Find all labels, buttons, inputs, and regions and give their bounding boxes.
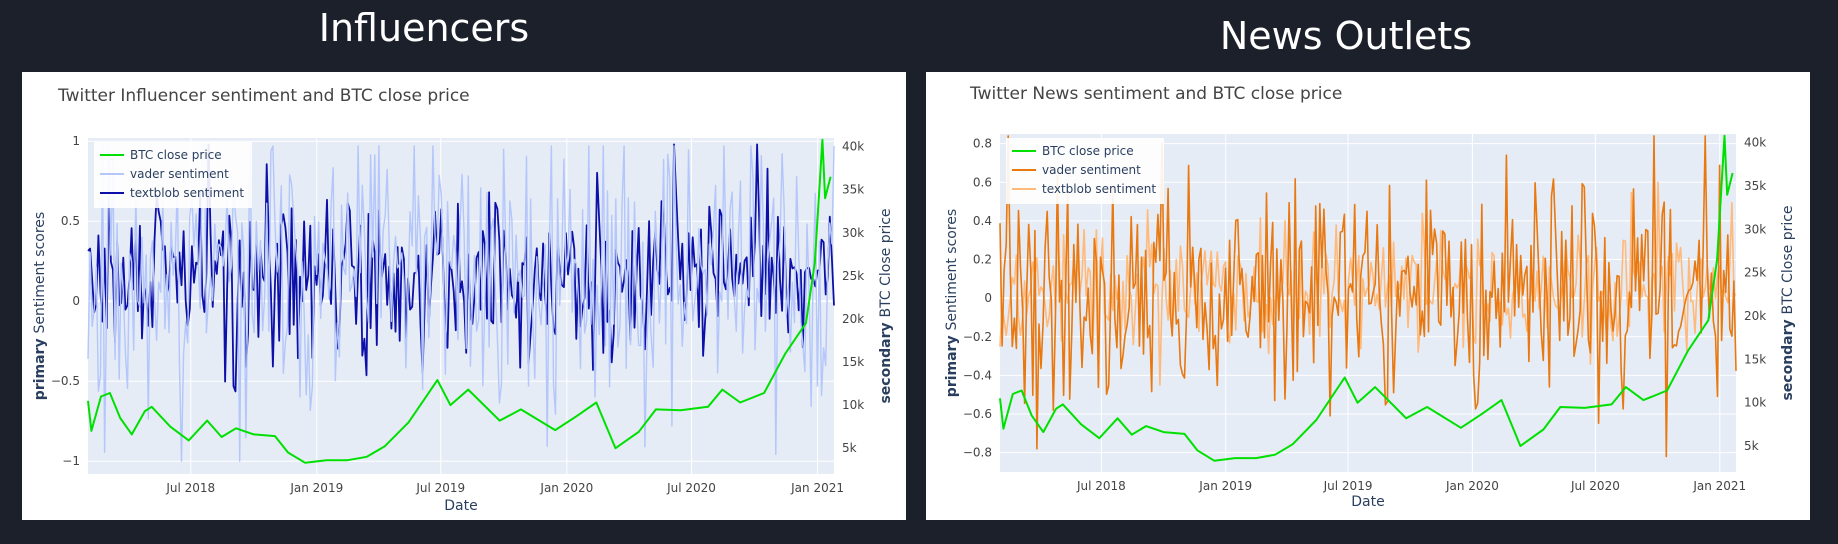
chart-svg: Twitter News sentiment and BTC close pri… [944, 84, 1796, 510]
y2-axis-label: secondary BTC Close price [878, 208, 894, 403]
y-tick-label: 0.8 [973, 137, 992, 151]
legend-label: vader sentiment [130, 167, 229, 181]
y2-tick-label: 35k [842, 183, 864, 197]
y-tick-label: −0.5 [51, 374, 80, 388]
y-tick-label: 0 [72, 294, 80, 308]
x-tick-label: Jul 2019 [1323, 479, 1373, 493]
news-chart-panel: Twitter News sentiment and BTC close pri… [926, 72, 1810, 520]
x-tick-label: Jan 2021 [1692, 479, 1746, 493]
y-tick-label: 0.6 [973, 175, 992, 189]
y-tick-label: 0.4 [973, 214, 992, 228]
y2-tick-label: 5k [1744, 439, 1759, 453]
y2-axis-label: secondary BTC Close price [1780, 205, 1796, 400]
y2-tick-label: 15k [842, 355, 864, 369]
x-axis-label: Date [1351, 494, 1384, 510]
x-tick-label: Jan 2021 [790, 481, 844, 495]
vader-sentiment-line [999, 135, 1737, 458]
btc-close-price-line [999, 134, 1734, 462]
y2-tick-label: 10k [842, 398, 864, 412]
y-tick-label: −0.8 [963, 446, 992, 460]
y-tick-label: 0 [984, 291, 992, 305]
y-tick-label: −0.6 [963, 407, 992, 421]
y2-tick-label: 30k [842, 226, 864, 240]
y2-tick-label: 25k [842, 269, 864, 283]
y2-tick-label: 25k [1744, 266, 1766, 280]
x-tick-label: Jan 2020 [1445, 479, 1499, 493]
y-tick-label: 0.2 [973, 253, 992, 267]
y-axis-label: primary Sentiment scores [32, 212, 48, 400]
y2-tick-label: 40k [1744, 136, 1766, 150]
y2-tick-label: 15k [1744, 352, 1766, 366]
influencers-heading: Influencers [318, 6, 530, 50]
y-tick-label: 1 [72, 134, 80, 148]
chart-title: Twitter Influencer sentiment and BTC clo… [57, 86, 470, 106]
y-tick-label: −0.2 [963, 330, 992, 344]
btc-close-price-line [87, 138, 832, 464]
x-tick-label: Jan 2020 [539, 481, 593, 495]
x-tick-label: Jul 2020 [666, 481, 716, 495]
x-tick-label: Jul 2018 [1076, 479, 1126, 493]
influencer-chart-panel: Twitter Influencer sentiment and BTC clo… [22, 72, 906, 520]
y2-tick-label: 30k [1744, 222, 1766, 236]
legend-label: BTC close price [130, 148, 222, 162]
x-axis-label: Date [444, 498, 477, 514]
y2-tick-label: 20k [1744, 309, 1766, 323]
vader-sentiment-line [87, 145, 835, 462]
y2-tick-label: 5k [842, 441, 857, 455]
y2-tick-label: 40k [842, 140, 864, 154]
y-tick-label: 0.5 [61, 214, 80, 228]
legend-label: vader sentiment [1042, 163, 1141, 177]
legend-label: textblob sentiment [130, 186, 244, 200]
y2-tick-label: 20k [842, 312, 864, 326]
x-tick-label: Jan 2019 [289, 481, 343, 495]
x-tick-label: Jul 2018 [165, 481, 215, 495]
y2-tick-label: 10k [1744, 396, 1766, 410]
chart-svg: Twitter Influencer sentiment and BTC clo… [32, 86, 894, 514]
legend-label: BTC close price [1042, 144, 1134, 158]
y2-tick-label: 35k [1744, 179, 1766, 193]
x-tick-label: Jan 2019 [1198, 479, 1252, 493]
y-tick-label: −0.4 [963, 368, 992, 382]
y-axis-label: primary Sentiment scores [944, 209, 960, 397]
x-tick-label: Jul 2020 [1570, 479, 1620, 493]
chart-title: Twitter News sentiment and BTC close pri… [969, 84, 1342, 104]
legend-label: textblob sentiment [1042, 182, 1156, 196]
y-tick-label: −1 [62, 454, 80, 468]
x-tick-label: Jul 2019 [415, 481, 465, 495]
news-outlets-heading: News Outlets [1219, 14, 1473, 58]
